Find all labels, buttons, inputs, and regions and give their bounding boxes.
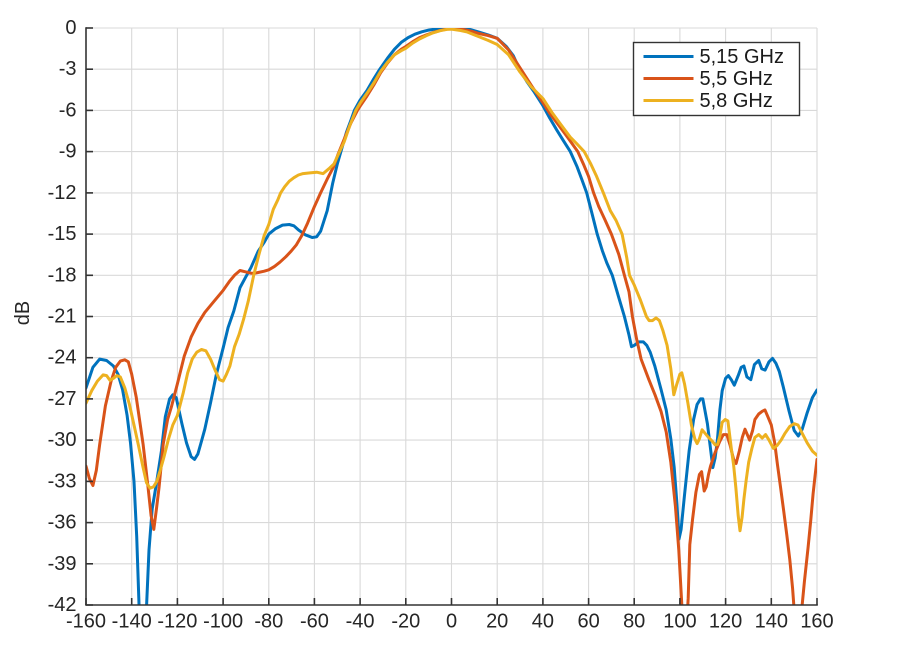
svg-text:60: 60 bbox=[577, 611, 599, 633]
svg-text:-40: -40 bbox=[346, 611, 375, 633]
svg-text:-21: -21 bbox=[48, 306, 77, 328]
svg-text:-20: -20 bbox=[391, 611, 420, 633]
svg-text:-120: -120 bbox=[157, 611, 197, 633]
svg-text:0: 0 bbox=[65, 17, 76, 39]
svg-text:dB: dB bbox=[12, 301, 34, 325]
svg-text:120: 120 bbox=[709, 611, 742, 633]
svg-text:-18: -18 bbox=[48, 264, 77, 286]
svg-text:-39: -39 bbox=[48, 553, 77, 575]
svg-text:5,5 GHz: 5,5 GHz bbox=[700, 68, 773, 90]
svg-text:-100: -100 bbox=[203, 611, 243, 633]
svg-text:-12: -12 bbox=[48, 182, 77, 204]
svg-text:-42: -42 bbox=[48, 594, 77, 616]
svg-text:-80: -80 bbox=[254, 611, 283, 633]
svg-text:40: 40 bbox=[532, 611, 554, 633]
svg-text:140: 140 bbox=[755, 611, 788, 633]
svg-text:-30: -30 bbox=[48, 429, 77, 451]
svg-text:-160: -160 bbox=[66, 611, 106, 633]
svg-text:-9: -9 bbox=[59, 141, 77, 163]
svg-text:80: 80 bbox=[623, 611, 645, 633]
svg-text:-15: -15 bbox=[48, 223, 77, 245]
svg-text:-33: -33 bbox=[48, 470, 77, 492]
svg-text:-140: -140 bbox=[112, 611, 152, 633]
svg-text:-36: -36 bbox=[48, 512, 77, 534]
svg-text:100: 100 bbox=[663, 611, 696, 633]
svg-text:160: 160 bbox=[800, 611, 833, 633]
svg-text:-27: -27 bbox=[48, 388, 77, 410]
svg-text:5,15 GHz: 5,15 GHz bbox=[700, 46, 784, 68]
svg-text:-24: -24 bbox=[48, 347, 77, 369]
svg-text:20: 20 bbox=[486, 611, 508, 633]
svg-text:-6: -6 bbox=[59, 99, 77, 121]
svg-text:-60: -60 bbox=[300, 611, 329, 633]
svg-text:0: 0 bbox=[446, 611, 457, 633]
svg-text:5,8 GHz: 5,8 GHz bbox=[700, 90, 773, 112]
svg-text:-3: -3 bbox=[59, 58, 77, 80]
